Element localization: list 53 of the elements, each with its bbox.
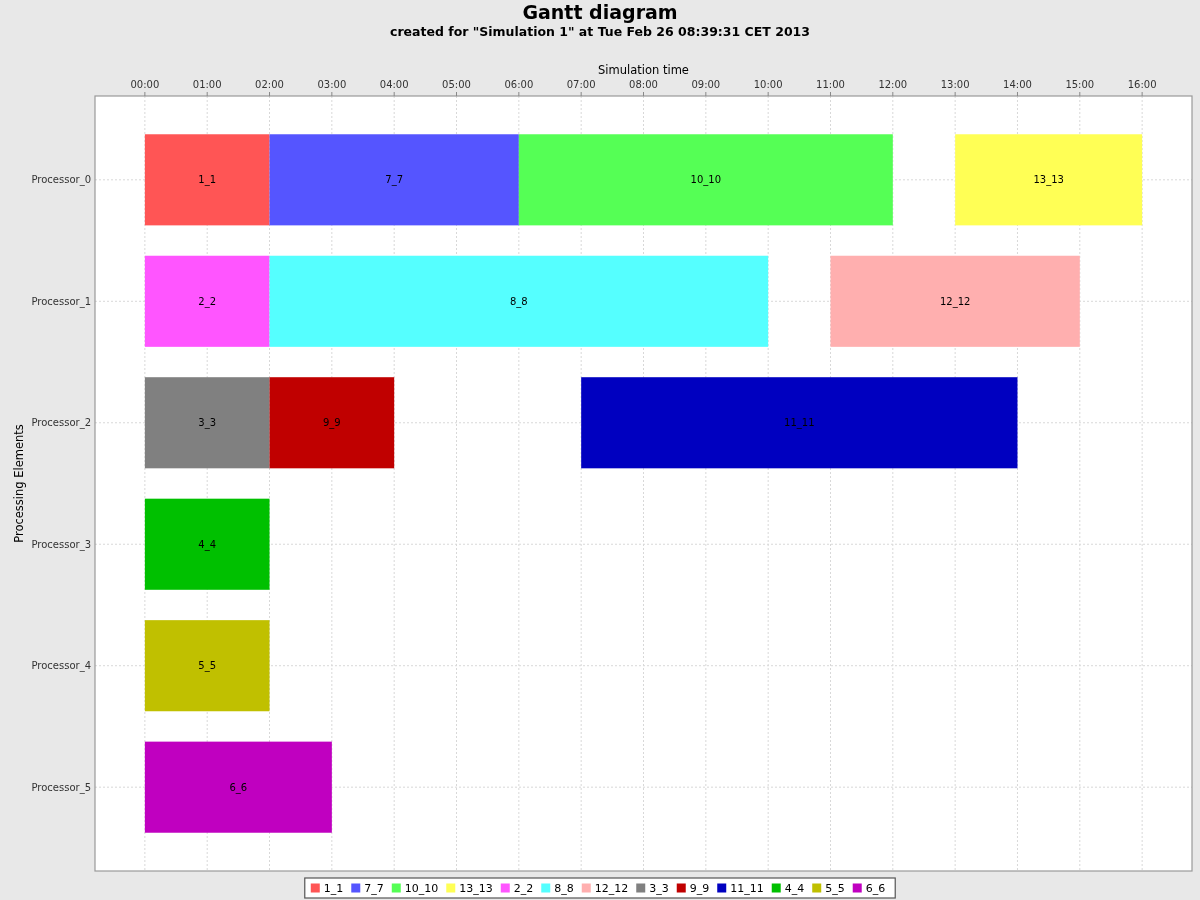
text: 3_3 xyxy=(198,417,217,429)
legend-label: 9_9 xyxy=(689,881,710,895)
legend-label: 5_5 xyxy=(825,881,845,895)
legend-label: 8_8 xyxy=(554,881,574,895)
text: 13_13 xyxy=(1033,174,1064,186)
legend-label: 1_1 xyxy=(323,881,344,895)
x-tick-label: 01:00 xyxy=(192,79,222,90)
legend-label: 2_2 xyxy=(513,881,534,895)
x-tick-label: 13:00 xyxy=(940,79,970,90)
text: 11_11 xyxy=(784,417,815,429)
text: 1_1 xyxy=(198,174,217,186)
legend-label: 4_4 xyxy=(784,881,805,895)
x-tick-label: 12:00 xyxy=(878,79,908,90)
x-tick-label: 15:00 xyxy=(1065,79,1095,90)
legend-label: 3_3 xyxy=(649,881,669,895)
x-tick-label: 16:00 xyxy=(1127,79,1157,90)
x-tick-label: 00:00 xyxy=(130,79,160,90)
x-tick-label: 04:00 xyxy=(379,79,409,90)
y-tick-label: Processor_4 xyxy=(31,660,91,673)
x-tick-label: 03:00 xyxy=(317,79,347,90)
x-tick-label: 07:00 xyxy=(566,79,596,90)
text: 2_2 xyxy=(198,295,217,307)
x-tick-label: 06:00 xyxy=(504,79,534,90)
legend-label: 12_12 xyxy=(594,881,629,895)
legend-label: 11_11 xyxy=(730,881,764,895)
y-tick-label: Processor_0 xyxy=(31,174,91,187)
chart-title: Gantt diagram xyxy=(522,1,678,23)
x-tick-label: 10:00 xyxy=(753,79,783,90)
chart-subtitle: created for "Simulation 1" at Tue Feb 26 08:39:31 CET 2013 xyxy=(389,24,811,39)
y-axis-title: Processing Elements xyxy=(12,424,26,543)
text: 8_8 xyxy=(509,295,528,307)
x-tick-label: 02:00 xyxy=(255,79,284,90)
text: 9_9 xyxy=(322,417,341,429)
y-tick-label: Processor_1 xyxy=(31,295,91,308)
x-tick-label: 08:00 xyxy=(629,79,658,90)
x-tick-label: 09:00 xyxy=(691,79,721,90)
text: 6_6 xyxy=(229,781,248,793)
x-tick-label: 05:00 xyxy=(442,79,471,90)
legend-label: 7_7 xyxy=(364,881,384,895)
y-tick-label: Processor_5 xyxy=(31,781,91,794)
text: 7_7 xyxy=(385,174,404,186)
text: 5_5 xyxy=(198,660,217,672)
x-tick-label: 11:00 xyxy=(816,79,845,90)
legend-label: 10_10 xyxy=(404,881,439,895)
legend-label: 6_6 xyxy=(865,881,886,895)
x-axis-title: Simulation time xyxy=(598,63,689,77)
y-tick-label: Processor_2 xyxy=(31,417,91,430)
text: 10_10 xyxy=(690,174,722,186)
y-tick-label: Processor_3 xyxy=(31,538,91,551)
text: 12_12 xyxy=(939,295,971,307)
x-tick-label: 14:00 xyxy=(1003,79,1032,90)
text: 4_4 xyxy=(198,538,217,550)
legend-label: 13_13 xyxy=(459,881,493,895)
